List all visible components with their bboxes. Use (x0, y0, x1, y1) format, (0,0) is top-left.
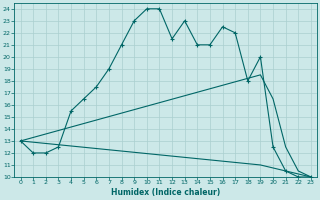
X-axis label: Humidex (Indice chaleur): Humidex (Indice chaleur) (111, 188, 220, 197)
